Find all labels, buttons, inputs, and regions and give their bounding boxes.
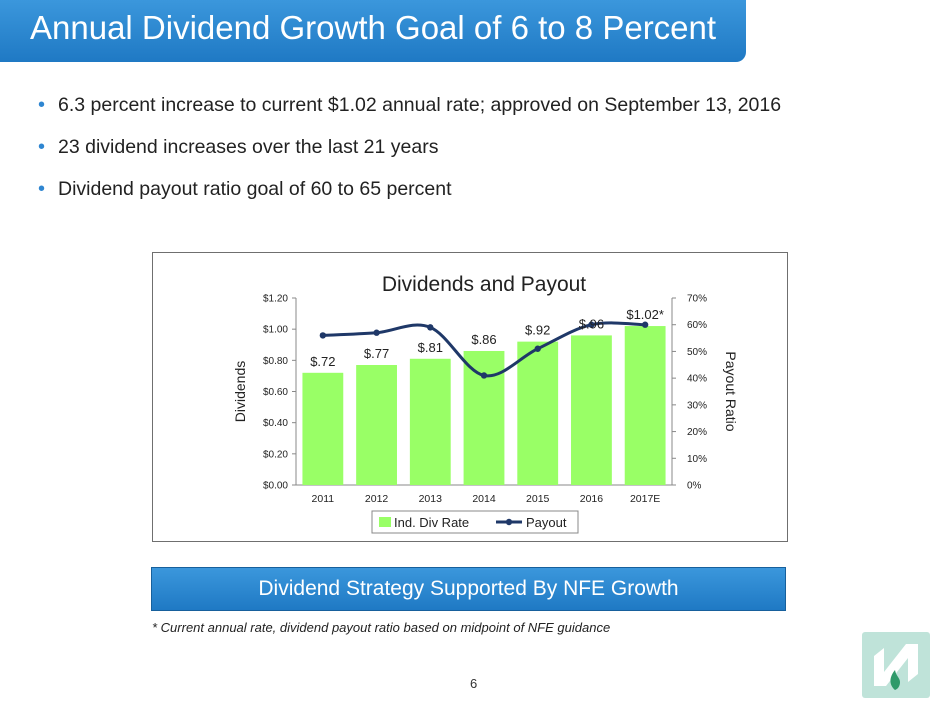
legend-bar-label: Ind. Div Rate: [394, 515, 469, 530]
dividend-bar: [517, 341, 559, 485]
x-tick-label: 2011: [312, 493, 335, 505]
dividend-bar: [463, 350, 505, 485]
legend-frame: [371, 510, 579, 534]
dividend-chart: Dividends and Payout $0.00 $0.20 $0.40 $0.60…: [152, 252, 788, 542]
y2-tick-label: 30%: [687, 400, 707, 411]
footnote: * Current annual rate, dividend payout r…: [152, 620, 611, 635]
y2-tick-label: 20%: [687, 427, 707, 438]
legend-line-label: Payout: [526, 515, 567, 530]
bar-data-label: $.81: [418, 340, 443, 355]
x-tick-label: 2017E: [630, 493, 660, 505]
dividend-bar: [356, 365, 397, 485]
bullet-icon: •: [38, 136, 46, 158]
bullet-text: Dividend payout ratio goal of 60 to 65 p…: [58, 178, 452, 200]
chart-title: Dividends and Payout: [382, 273, 586, 296]
y2-tick-label: 40%: [687, 374, 707, 385]
payout-point: [641, 321, 649, 328]
y2-tick-label: 70%: [687, 294, 707, 305]
payout-point: [534, 345, 541, 352]
bar-data-label: $.92: [525, 323, 550, 338]
bullet-item: • 23 dividend increases over the last 21…: [38, 130, 781, 172]
dividend-bar: [571, 335, 612, 485]
bullet-list: • 6.3 percent increase to current $1.02 …: [38, 88, 782, 214]
strategy-banner: Dividend Strategy Supported By NFE Growt…: [151, 567, 786, 611]
title-bar: Annual Dividend Growth Goal of 6 to 8 Pe…: [0, 0, 746, 62]
y2-tick-label: 0%: [687, 481, 702, 492]
bar-data-label: $.86: [471, 332, 496, 347]
x-tick-label: 2016: [580, 493, 604, 505]
legend-bar-swatch: [379, 517, 391, 527]
x-tick-label: 2014: [472, 493, 496, 505]
bullet-icon: •: [38, 178, 46, 200]
x-tick-label: 2013: [419, 493, 443, 505]
payout-point: [427, 324, 434, 331]
y2-tick-label: 60%: [687, 320, 707, 331]
y2-tick-label: 10%: [687, 454, 707, 465]
bullet-icon: •: [38, 94, 46, 116]
payout-point: [373, 329, 380, 336]
y-axis-title: Dividends: [232, 361, 248, 422]
legend-line-marker: [505, 518, 513, 526]
bar-data-label: $1.02*: [626, 307, 664, 322]
bullet-text: 6.3 percent increase to current $1.02 an…: [58, 94, 782, 116]
dividend-bar: [302, 372, 344, 485]
dividend-bar: [409, 358, 451, 485]
bar-data-label: $.77: [364, 346, 389, 361]
payout-point: [588, 321, 595, 328]
y2-tick-label: 50%: [687, 347, 707, 358]
bullet-text: 23 dividend increases over the last 21 y…: [58, 136, 439, 158]
bar-data-label: $.72: [310, 354, 335, 369]
y-tick-label: $0.00: [263, 481, 288, 492]
chart-canvas: Dividends and Payout $0.00 $0.20 $0.40 $0.60…: [232, 273, 739, 534]
bullet-item: • Dividend payout ratio goal of 60 to 65…: [38, 172, 781, 214]
bar-data-label: $.96: [579, 316, 604, 331]
payout-point: [319, 332, 327, 339]
dividend-bar: [624, 326, 666, 485]
y-tick-label: $0.40: [263, 418, 288, 429]
y-tick-label: $1.20: [263, 294, 288, 305]
payout-point: [480, 372, 488, 379]
y-tick-label: $0.20: [263, 449, 288, 460]
flame-logo-icon: [874, 644, 918, 690]
company-logo: [862, 632, 930, 698]
x-tick-label: 2015: [526, 493, 550, 505]
x-tick-label: 2012: [365, 493, 389, 505]
y-tick-label: $0.60: [263, 387, 288, 398]
y-tick-label: $0.80: [263, 356, 288, 367]
page-number: 6: [470, 676, 478, 691]
y2-axis-title: Payout Ratio: [723, 351, 739, 431]
bullet-item: • 6.3 percent increase to current $1.02 …: [38, 88, 782, 130]
slide-title: Annual Dividend Growth Goal of 6 to 8 Pe…: [30, 9, 717, 46]
y-tick-label: $1.00: [263, 325, 288, 336]
